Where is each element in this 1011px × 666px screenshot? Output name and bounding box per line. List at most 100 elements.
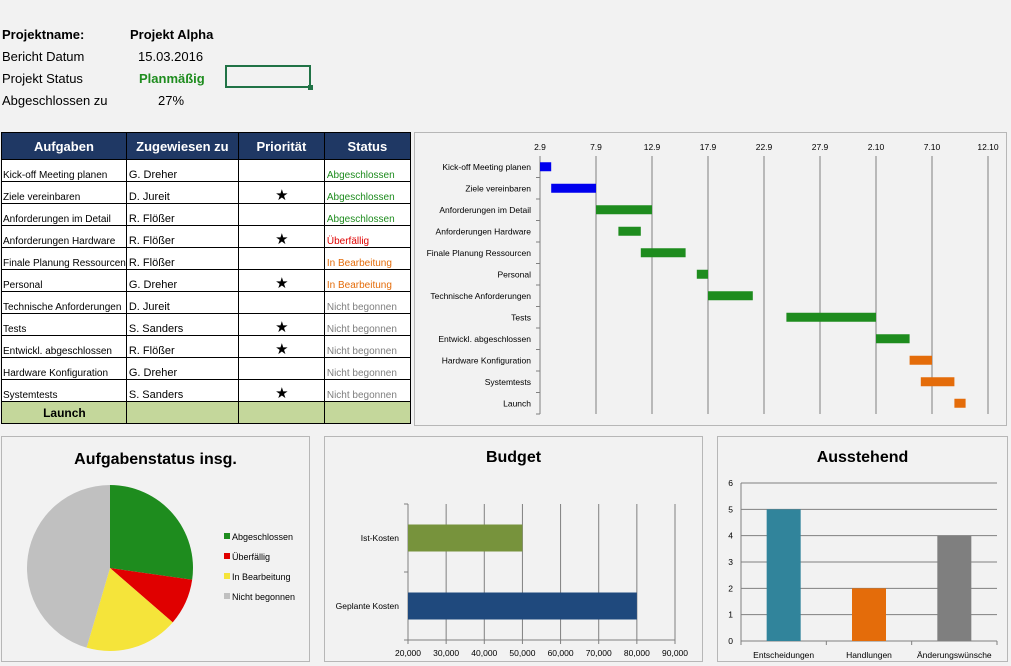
selected-cell[interactable]	[225, 65, 313, 90]
priority-star-icon[interactable]: ★	[237, 335, 325, 358]
gantt-x-tick-label: 12.10	[977, 142, 999, 152]
status-cell[interactable]: Nicht begonnen	[323, 357, 411, 380]
task-cell[interactable]: Personal	[1, 269, 127, 292]
assignee-cell[interactable]: D. Jureit	[125, 181, 239, 204]
gantt-task-label: Personal	[497, 269, 531, 279]
assignee-cell[interactable]: S. Sanders	[125, 379, 239, 402]
status-cell[interactable]: Nicht begonnen	[323, 291, 411, 314]
gantt-task-label: Anforderungen im Detail	[439, 205, 531, 215]
status-cell[interactable]: Nicht begonnen	[323, 313, 411, 336]
priority-star-icon[interactable]: ★	[237, 379, 325, 402]
assignee-cell[interactable]: R. Flößer	[125, 335, 239, 358]
task-cell[interactable]: Anforderungen im Detail	[1, 203, 127, 226]
gantt-x-tick-label: 7.9	[590, 142, 602, 152]
gantt-bar	[596, 205, 652, 215]
table-row: Personal G. Dreher ★ In Bearbeitung	[1, 269, 411, 292]
gantt-task-label: Finale Planung Ressourcen	[427, 248, 532, 258]
status-cell[interactable]: Überfällig	[323, 225, 411, 248]
pending-y-tick-label: 1	[728, 610, 733, 620]
priority-star-icon[interactable]	[237, 247, 325, 270]
assignee-cell[interactable]: G. Dreher	[125, 357, 239, 380]
legend-swatch	[224, 573, 230, 579]
pie-slice	[110, 568, 193, 623]
assignee-cell[interactable]: R. Flößer	[125, 203, 239, 226]
status-cell[interactable]: Nicht begonnen	[323, 335, 411, 358]
task-table: Aufgaben Zugewiesen zu Priorität Status …	[1, 132, 411, 424]
launch-row: Launch	[1, 401, 411, 424]
empty-cell[interactable]	[323, 401, 411, 424]
pie-panel: Aufgabenstatus insg. Abgeschlossen Überfä…	[1, 436, 310, 662]
assignee-cell[interactable]: G. Dreher	[125, 159, 239, 182]
project-name-value: Projekt Alpha	[130, 27, 214, 42]
legend-label: Nicht begonnen	[232, 592, 295, 602]
pie-title: Aufgabenstatus insg.	[74, 451, 237, 468]
task-cell[interactable]: Anforderungen Hardware	[1, 225, 127, 248]
task-cell[interactable]: Technische Anforderungen	[1, 291, 127, 314]
priority-star-icon[interactable]	[237, 159, 325, 182]
header-assignee[interactable]: Zugewiesen zu	[125, 132, 239, 160]
gantt-x-tick-label: 2.9	[534, 142, 546, 152]
status-cell[interactable]: Abgeschlossen	[323, 181, 411, 204]
budget-panel: Budget 20,000 30,000 40,000 50,000 60,000 70,…	[324, 436, 703, 662]
budget-category-label: Geplante Kosten	[336, 601, 400, 611]
gantt-task-label: Hardware Konfiguration	[442, 355, 532, 365]
gantt-bar	[909, 355, 932, 365]
status-cell[interactable]: In Bearbeitung	[323, 247, 411, 270]
assignee-cell[interactable]: S. Sanders	[125, 313, 239, 336]
gantt-bar	[786, 312, 876, 322]
gantt-bar	[640, 248, 686, 258]
priority-star-icon[interactable]	[237, 291, 325, 314]
priority-star-icon[interactable]: ★	[237, 181, 325, 204]
task-cell[interactable]: Hardware Konfiguration	[1, 357, 127, 380]
priority-star-icon[interactable]: ★	[237, 269, 325, 292]
pending-panel: Ausstehend 0 1 2 3 4 5 6 Entscheidungen Handlung…	[717, 436, 1008, 662]
gantt-task-label: Technische Anforderungen	[430, 291, 531, 301]
assignee-cell[interactable]: R. Flößer	[125, 225, 239, 248]
assignee-cell[interactable]: D. Jureit	[125, 291, 239, 314]
legend-label: Überfällig	[232, 552, 270, 562]
status-cell[interactable]: Nicht begonnen	[323, 379, 411, 402]
pending-bar	[852, 588, 886, 641]
status-cell[interactable]: Abgeschlossen	[323, 159, 411, 182]
completed-value: 27%	[158, 93, 185, 108]
table-row: Systemtests S. Sanders ★ Nicht begonnen	[1, 379, 411, 402]
status-cell[interactable]: Abgeschlossen	[323, 203, 411, 226]
gantt-task-label: Anforderungen Hardware	[436, 226, 532, 236]
gantt-x-tick-label: 17.9	[700, 142, 717, 152]
header-tasks[interactable]: Aufgaben	[1, 132, 127, 160]
empty-cell[interactable]	[237, 401, 325, 424]
budget-x-tick-label: 50,000	[509, 648, 535, 658]
priority-star-icon[interactable]: ★	[237, 225, 325, 248]
legend-swatch	[224, 553, 230, 559]
header-priority[interactable]: Priorität	[237, 132, 325, 160]
launch-cell[interactable]: Launch	[1, 401, 127, 424]
header-status[interactable]: Status	[323, 132, 411, 160]
pending-y-tick-label: 2	[728, 583, 733, 593]
task-cell[interactable]: Ziele vereinbaren	[1, 181, 127, 204]
gantt-task-label: Tests	[511, 312, 531, 322]
task-cell[interactable]: Finale Planung Ressourcen	[1, 247, 127, 270]
empty-cell[interactable]	[125, 401, 239, 424]
gantt-x-tick-label: 22.9	[756, 142, 773, 152]
assignee-cell[interactable]: R. Flößer	[125, 247, 239, 270]
table-row: Entwickl. abgeschlossen R. Flößer ★ Nicht b…	[1, 335, 411, 358]
report-date-label: Bericht Datum	[2, 49, 85, 64]
budget-x-tick-label: 40,000	[471, 648, 497, 658]
status-cell[interactable]: In Bearbeitung	[323, 269, 411, 292]
table-row: Anforderungen Hardware R. Flößer ★ Überfäll…	[1, 225, 411, 248]
task-cell[interactable]: Tests	[1, 313, 127, 336]
priority-star-icon[interactable]: ★	[237, 313, 325, 336]
priority-star-icon[interactable]	[237, 357, 325, 380]
task-cell[interactable]: Systemtests	[1, 379, 127, 402]
budget-chart: 20,000 30,000 40,000 50,000 60,000 70,000 80,0…	[336, 503, 688, 658]
table-row: Technische Anforderungen D. Jureit Nicht b…	[1, 291, 411, 314]
task-cell[interactable]: Entwickl. abgeschlossen	[1, 335, 127, 358]
table-row: Anforderungen im Detail R. Flößer Abgeschl…	[1, 203, 411, 226]
task-cell[interactable]: Kick-off Meeting planen	[1, 159, 127, 182]
priority-star-icon[interactable]	[237, 203, 325, 226]
budget-x-tick-label: 80,000	[624, 648, 650, 658]
assignee-cell[interactable]: G. Dreher	[125, 269, 239, 292]
gantt-bar	[876, 334, 910, 344]
table-row: Ziele vereinbaren D. Jureit ★ Abgeschlossen	[1, 181, 411, 204]
pending-y-tick-label: 6	[728, 478, 733, 488]
